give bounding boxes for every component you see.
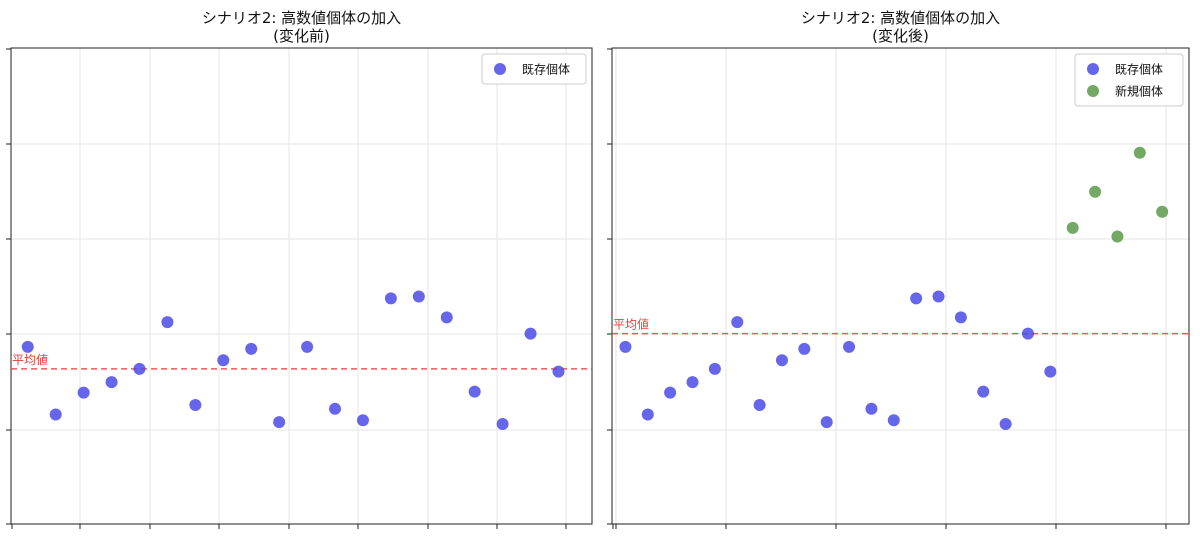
data-point — [161, 316, 174, 329]
data-point — [1044, 365, 1057, 378]
data-point — [21, 340, 34, 353]
data-point — [1111, 230, 1124, 243]
grid — [11, 48, 592, 524]
data-point — [731, 316, 744, 329]
legend-marker — [1087, 63, 1099, 75]
legend-label: 既存個体 — [522, 63, 570, 77]
data-point — [641, 408, 654, 421]
data-point — [384, 292, 397, 305]
series-1 — [21, 290, 565, 431]
data-point — [977, 385, 990, 398]
data-point — [217, 354, 230, 367]
chart-subtitle: (変化前) — [273, 27, 330, 45]
data-point — [887, 414, 900, 427]
legend-marker — [1087, 85, 1099, 97]
data-point — [245, 342, 258, 355]
data-point — [1066, 221, 1079, 234]
data-point — [1021, 327, 1034, 340]
legend: 既存個体 — [481, 53, 587, 85]
data-point — [753, 399, 766, 411]
ticks — [6, 48, 567, 529]
data-point — [468, 385, 481, 398]
data-point — [1089, 185, 1102, 198]
data-point — [49, 408, 62, 421]
data-point — [356, 414, 369, 427]
data-point — [133, 362, 146, 375]
data-point — [329, 402, 342, 415]
legend-label: 既存個体 — [1115, 63, 1163, 77]
legend-label: 新規個体 — [1115, 84, 1163, 99]
legend-marker — [494, 63, 506, 75]
plot-area-frame — [611, 47, 1190, 525]
data-point — [664, 386, 677, 399]
data-point — [1156, 205, 1169, 218]
data-point — [798, 342, 811, 355]
data-point — [105, 376, 118, 389]
data-point — [708, 362, 721, 375]
chart-subtitle: (変化後) — [872, 27, 929, 45]
data-point — [954, 311, 967, 324]
data-point — [932, 290, 945, 303]
data-point — [999, 418, 1012, 431]
data-point — [865, 402, 878, 415]
data-point — [910, 292, 923, 305]
data-point — [301, 340, 314, 353]
data-point — [820, 416, 833, 429]
data-point — [524, 327, 537, 340]
data-point — [496, 418, 509, 431]
data-point — [412, 290, 425, 303]
ticks — [607, 48, 1167, 529]
legend-box — [481, 53, 587, 85]
data-point — [189, 399, 202, 411]
data-point — [1133, 146, 1146, 159]
mean-line-label: 平均値 — [12, 352, 48, 367]
series-2 — [1066, 146, 1169, 243]
data-point — [273, 416, 286, 429]
data-point — [440, 311, 453, 324]
data-point — [775, 354, 788, 367]
data-point — [843, 340, 856, 353]
plot-area-frame — [10, 47, 593, 525]
legend-box — [1074, 53, 1184, 107]
data-point — [552, 365, 565, 378]
chart-title: シナリオ2: 高数値個体の加入 — [801, 9, 1000, 27]
chart-panel-1: シナリオ2: 高数値個体の加入(変化前) 平均値 既存個体 — [6, 9, 593, 529]
data-point — [77, 386, 90, 399]
data-point — [686, 376, 699, 389]
series-1 — [619, 290, 1057, 431]
mean-line-label: 平均値 — [613, 317, 649, 332]
data-point — [619, 340, 632, 353]
chart-title: シナリオ2: 高数値個体の加入 — [202, 9, 401, 27]
grid — [612, 48, 1189, 524]
